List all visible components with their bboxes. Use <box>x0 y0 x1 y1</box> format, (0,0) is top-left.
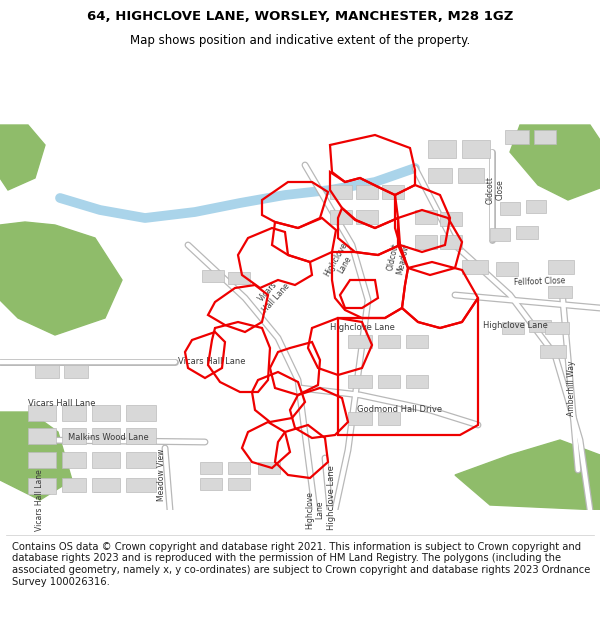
Polygon shape <box>62 452 86 468</box>
Text: Oldcott
Close: Oldcott Close <box>485 176 505 204</box>
Polygon shape <box>382 185 404 199</box>
Polygon shape <box>526 200 546 213</box>
Text: 64, HIGHCLOVE LANE, WORSLEY, MANCHESTER, M28 1GZ: 64, HIGHCLOVE LANE, WORSLEY, MANCHESTER,… <box>87 9 513 22</box>
Polygon shape <box>428 168 452 183</box>
Polygon shape <box>406 375 428 388</box>
Polygon shape <box>0 222 122 335</box>
Polygon shape <box>348 335 372 348</box>
Polygon shape <box>62 478 86 492</box>
Polygon shape <box>545 322 569 334</box>
Text: Fellfoot Close: Fellfoot Close <box>514 277 566 288</box>
Polygon shape <box>92 478 120 492</box>
Polygon shape <box>200 478 222 490</box>
Polygon shape <box>516 226 538 239</box>
Polygon shape <box>548 286 572 298</box>
Polygon shape <box>458 168 484 183</box>
Polygon shape <box>35 365 59 378</box>
Polygon shape <box>62 405 86 421</box>
Text: Highclove
Lane: Highclove Lane <box>322 241 358 283</box>
Polygon shape <box>462 260 488 274</box>
Polygon shape <box>496 262 518 276</box>
Polygon shape <box>378 412 400 425</box>
Polygon shape <box>500 202 520 215</box>
Text: Contains OS data © Crown copyright and database right 2021. This information is : Contains OS data © Crown copyright and d… <box>12 542 590 586</box>
Text: Oldcott
Meadow: Oldcott Meadow <box>385 241 411 276</box>
Text: Highclove Lane: Highclove Lane <box>328 466 337 531</box>
Polygon shape <box>540 345 566 358</box>
Polygon shape <box>28 478 56 494</box>
Polygon shape <box>356 210 378 224</box>
Polygon shape <box>428 140 456 158</box>
Polygon shape <box>92 428 120 444</box>
Text: Vicars Hall Lane: Vicars Hall Lane <box>178 357 246 366</box>
Text: Map shows position and indicative extent of the property.: Map shows position and indicative extent… <box>130 34 470 48</box>
Polygon shape <box>28 428 56 444</box>
Text: Vicars Hall Lane: Vicars Hall Lane <box>28 399 96 408</box>
Polygon shape <box>440 212 462 226</box>
Polygon shape <box>28 452 56 468</box>
Polygon shape <box>28 405 56 421</box>
Polygon shape <box>415 210 437 224</box>
Polygon shape <box>510 125 600 200</box>
Text: Highclove Lane: Highclove Lane <box>482 321 547 329</box>
Polygon shape <box>490 228 510 241</box>
Polygon shape <box>200 462 222 474</box>
Polygon shape <box>502 322 524 334</box>
Polygon shape <box>378 375 400 388</box>
Polygon shape <box>228 272 250 284</box>
Polygon shape <box>258 462 280 474</box>
Polygon shape <box>330 210 352 224</box>
Polygon shape <box>406 335 428 348</box>
Polygon shape <box>529 320 551 332</box>
Text: Malkins Wood Lane: Malkins Wood Lane <box>68 434 148 442</box>
Text: Vicars
Hall Lane: Vicars Hall Lane <box>253 275 291 315</box>
Polygon shape <box>455 440 600 510</box>
Polygon shape <box>92 452 120 468</box>
Polygon shape <box>64 365 88 378</box>
Polygon shape <box>126 405 156 421</box>
Polygon shape <box>548 260 574 274</box>
Text: Highclove
Lane: Highclove Lane <box>305 491 325 529</box>
Text: Vicars Hall Lane: Vicars Hall Lane <box>35 469 44 531</box>
Polygon shape <box>92 405 120 421</box>
Text: Godmond Hall Drive: Godmond Hall Drive <box>358 406 443 414</box>
Polygon shape <box>378 335 400 348</box>
Polygon shape <box>462 140 490 158</box>
Polygon shape <box>0 125 45 190</box>
Polygon shape <box>126 428 156 444</box>
Polygon shape <box>202 270 224 282</box>
Polygon shape <box>348 375 372 388</box>
Polygon shape <box>0 412 72 500</box>
Polygon shape <box>126 452 156 468</box>
Text: Amberhill Way: Amberhill Way <box>568 360 577 416</box>
Polygon shape <box>534 130 556 144</box>
Polygon shape <box>415 235 437 249</box>
Text: Highclove Lane: Highclove Lane <box>329 324 394 332</box>
Polygon shape <box>348 412 372 425</box>
Polygon shape <box>62 428 86 444</box>
Polygon shape <box>440 235 462 249</box>
Polygon shape <box>228 462 250 474</box>
Polygon shape <box>330 185 352 199</box>
Polygon shape <box>505 130 529 144</box>
Polygon shape <box>228 478 250 490</box>
Polygon shape <box>126 478 156 492</box>
Text: Meadow View: Meadow View <box>157 449 167 501</box>
Polygon shape <box>356 185 378 199</box>
